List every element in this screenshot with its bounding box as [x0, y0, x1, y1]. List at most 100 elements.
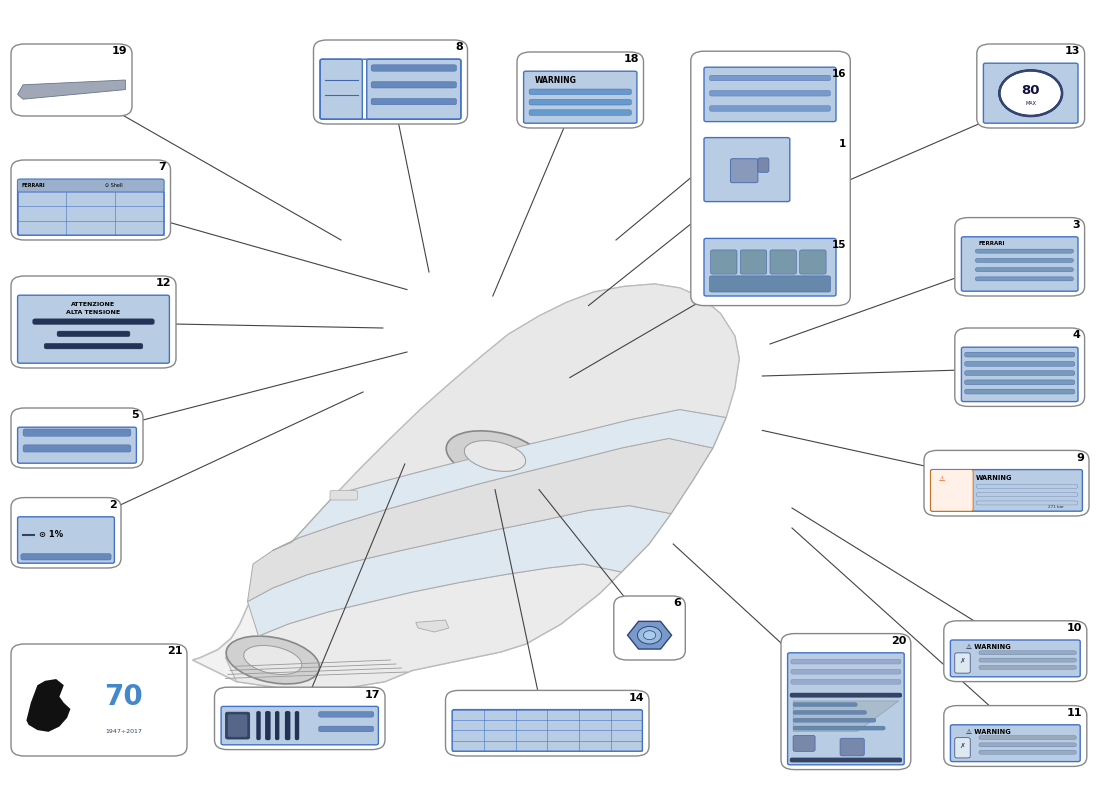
FancyBboxPatch shape: [840, 738, 865, 756]
FancyBboxPatch shape: [710, 90, 830, 96]
Text: 2: 2: [109, 500, 117, 510]
FancyBboxPatch shape: [285, 711, 290, 740]
FancyBboxPatch shape: [319, 711, 374, 717]
FancyBboxPatch shape: [330, 490, 358, 500]
FancyBboxPatch shape: [976, 268, 1074, 272]
FancyBboxPatch shape: [524, 71, 637, 123]
FancyBboxPatch shape: [944, 706, 1087, 766]
FancyBboxPatch shape: [529, 99, 631, 105]
FancyBboxPatch shape: [793, 710, 867, 714]
Text: ⊙ 1%: ⊙ 1%: [39, 530, 63, 539]
Polygon shape: [226, 564, 622, 690]
FancyBboxPatch shape: [965, 389, 1075, 394]
FancyBboxPatch shape: [529, 110, 631, 115]
FancyBboxPatch shape: [770, 250, 796, 274]
FancyBboxPatch shape: [955, 328, 1085, 406]
FancyBboxPatch shape: [11, 160, 170, 240]
Text: WARNING: WARNING: [535, 76, 576, 85]
FancyBboxPatch shape: [790, 758, 902, 762]
FancyBboxPatch shape: [955, 653, 970, 673]
Text: 271 bar: 271 bar: [1048, 505, 1064, 509]
FancyBboxPatch shape: [931, 470, 974, 511]
Text: ALTA TENSIONE: ALTA TENSIONE: [66, 310, 121, 315]
FancyBboxPatch shape: [965, 352, 1075, 357]
FancyBboxPatch shape: [788, 653, 904, 765]
FancyBboxPatch shape: [21, 554, 111, 560]
FancyBboxPatch shape: [979, 666, 1076, 670]
FancyBboxPatch shape: [23, 445, 131, 452]
Text: 1947÷2017: 1947÷2017: [104, 730, 142, 734]
FancyBboxPatch shape: [961, 237, 1078, 291]
Polygon shape: [416, 620, 449, 632]
Text: ✗: ✗: [959, 743, 966, 749]
FancyBboxPatch shape: [11, 644, 187, 756]
Circle shape: [644, 630, 656, 640]
Text: 1: 1: [838, 139, 846, 149]
Text: 70: 70: [104, 682, 143, 710]
FancyBboxPatch shape: [791, 659, 901, 664]
Polygon shape: [627, 622, 671, 649]
FancyBboxPatch shape: [11, 44, 132, 116]
FancyBboxPatch shape: [529, 89, 631, 94]
Text: 9: 9: [1077, 453, 1085, 462]
FancyBboxPatch shape: [57, 331, 130, 337]
Text: 14: 14: [629, 693, 645, 702]
FancyBboxPatch shape: [11, 408, 143, 468]
FancyBboxPatch shape: [793, 735, 815, 751]
Text: 3: 3: [1072, 220, 1080, 230]
FancyBboxPatch shape: [800, 250, 826, 274]
Text: 80: 80: [1022, 84, 1040, 97]
FancyBboxPatch shape: [256, 711, 261, 740]
FancyBboxPatch shape: [18, 179, 164, 191]
FancyBboxPatch shape: [979, 735, 1076, 739]
FancyBboxPatch shape: [704, 238, 836, 296]
Polygon shape: [26, 679, 70, 732]
Text: 21: 21: [167, 646, 183, 656]
Ellipse shape: [244, 646, 301, 674]
Text: 6: 6: [673, 598, 681, 608]
Circle shape: [638, 626, 662, 644]
Text: WARNING: WARNING: [976, 475, 1013, 481]
FancyBboxPatch shape: [793, 702, 857, 706]
FancyBboxPatch shape: [976, 258, 1074, 262]
FancyBboxPatch shape: [371, 65, 456, 71]
Text: FERRARI: FERRARI: [22, 183, 45, 189]
FancyBboxPatch shape: [950, 725, 1080, 762]
FancyBboxPatch shape: [711, 250, 737, 274]
FancyBboxPatch shape: [704, 67, 836, 122]
Text: 20: 20: [891, 636, 906, 646]
FancyBboxPatch shape: [758, 158, 769, 172]
FancyBboxPatch shape: [781, 634, 911, 770]
Text: FERRARI: FERRARI: [979, 242, 1005, 246]
FancyBboxPatch shape: [791, 679, 901, 684]
FancyBboxPatch shape: [976, 493, 1078, 497]
Text: 7: 7: [158, 162, 166, 173]
FancyBboxPatch shape: [366, 59, 461, 119]
FancyBboxPatch shape: [791, 670, 901, 674]
Polygon shape: [18, 80, 125, 99]
Text: 10: 10: [1067, 623, 1082, 634]
FancyBboxPatch shape: [710, 276, 830, 292]
Text: ⚠ WARNING: ⚠ WARNING: [966, 729, 1011, 735]
FancyBboxPatch shape: [983, 63, 1078, 123]
FancyBboxPatch shape: [44, 343, 143, 349]
FancyBboxPatch shape: [730, 158, 758, 182]
Text: 15: 15: [832, 240, 846, 250]
FancyBboxPatch shape: [371, 82, 456, 88]
FancyBboxPatch shape: [950, 640, 1080, 677]
FancyBboxPatch shape: [371, 98, 456, 105]
Text: ⊙ Shell: ⊙ Shell: [106, 183, 123, 189]
FancyBboxPatch shape: [979, 650, 1076, 654]
FancyBboxPatch shape: [226, 712, 250, 739]
FancyBboxPatch shape: [793, 726, 886, 730]
FancyBboxPatch shape: [793, 718, 876, 722]
FancyBboxPatch shape: [452, 710, 642, 751]
Ellipse shape: [447, 431, 543, 481]
FancyBboxPatch shape: [790, 693, 902, 698]
Polygon shape: [248, 438, 713, 602]
FancyBboxPatch shape: [944, 621, 1087, 682]
Text: 13: 13: [1065, 46, 1080, 57]
Polygon shape: [192, 284, 739, 690]
FancyBboxPatch shape: [18, 295, 169, 363]
Text: 16: 16: [832, 69, 846, 79]
